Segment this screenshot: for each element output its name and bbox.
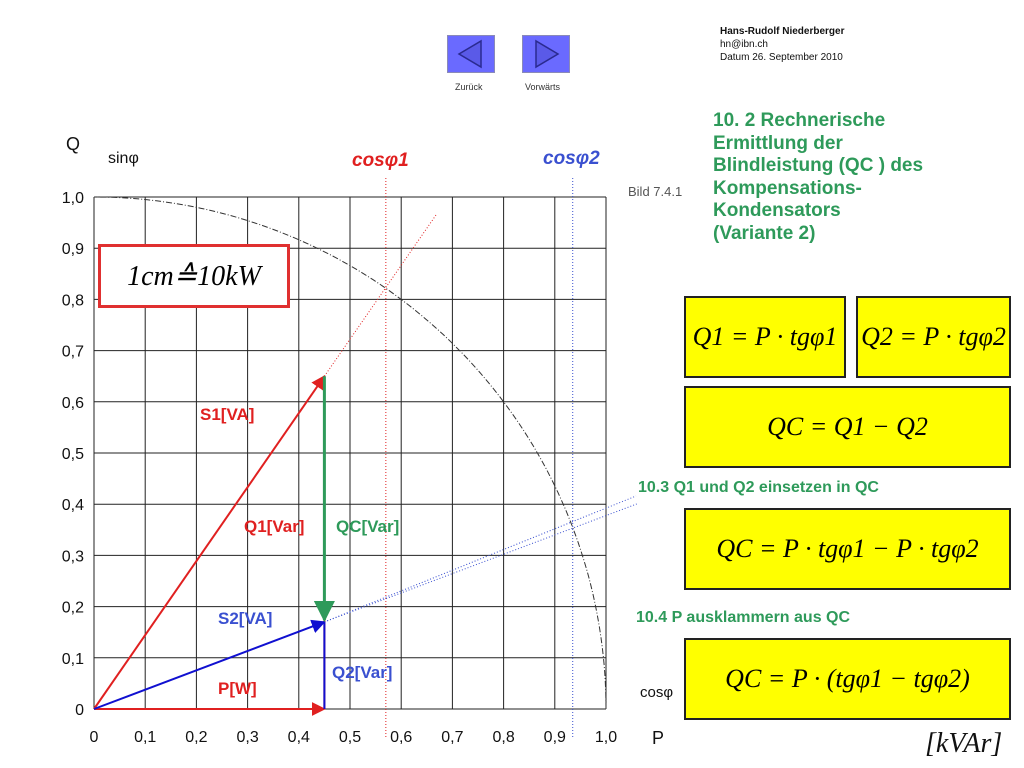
formula-q2: Q2 = P · tgφ2 xyxy=(856,296,1011,378)
vectors xyxy=(93,375,335,716)
x-tick-label: 1,0 xyxy=(595,729,617,746)
back-button[interactable] xyxy=(447,35,495,73)
y-tick-label: 0,3 xyxy=(62,548,84,565)
s1-extension-line xyxy=(323,213,438,377)
heading-line-2: Ermittlung der xyxy=(713,132,843,154)
x-tick-label: 0 xyxy=(90,729,99,746)
triangle-left-icon xyxy=(457,39,482,69)
y-tick-label: 0,8 xyxy=(62,292,84,309)
cos-phi1-label: cosφ1 xyxy=(352,150,409,171)
s2-label: S2[VA] xyxy=(218,609,272,628)
cos-phi2-label: cosφ2 xyxy=(543,148,600,169)
x-tick-label: 0,5 xyxy=(339,729,361,746)
s1-vector xyxy=(93,375,326,710)
y-tick-label: 0,1 xyxy=(62,651,84,668)
author-info: Hans-Rudolf Niederberger hn@ibn.ch Datum… xyxy=(720,25,844,64)
scale-note: 1cm≙10kW xyxy=(98,244,290,308)
step-insert: 10.3 Q1 und Q2 einsetzen in QC xyxy=(638,479,879,496)
x-tick-label: 0,9 xyxy=(544,729,566,746)
triangle-right-icon xyxy=(535,39,560,69)
p-label: P[W] xyxy=(218,679,257,698)
y-tick-label: 0,2 xyxy=(62,600,84,617)
x-tick-label: 0,6 xyxy=(390,729,412,746)
unit-circle-arc xyxy=(93,196,607,710)
step-factor: 10.4 P ausklammern aus QC xyxy=(636,609,851,626)
leader-line xyxy=(324,495,637,623)
x-axis-subtitle: cosφ xyxy=(640,684,673,701)
author-email: hn@ibn.ch xyxy=(720,39,768,50)
x-tick-label: 0,2 xyxy=(185,729,207,746)
back-label[interactable]: Zurück xyxy=(455,82,483,92)
x-tick-label: 0,7 xyxy=(441,729,463,746)
heading-line-4: Kompensations- xyxy=(713,177,862,199)
unit-label: [kVAr] xyxy=(925,728,1003,759)
x-tick-label: 0,8 xyxy=(492,729,514,746)
y-axis-subtitle: sinφ xyxy=(108,150,139,167)
y-tick-label: 0,9 xyxy=(62,241,84,258)
formula-q1: Q1 = P · tgφ1 xyxy=(684,296,846,378)
y-axis-title: Q xyxy=(66,134,80,154)
x-tick-label: 0,3 xyxy=(236,729,258,746)
q2-label: Q2[Var] xyxy=(332,663,392,682)
y-tick-label: 0,4 xyxy=(62,497,84,514)
heading-line-6: (Variante 2) xyxy=(713,222,816,244)
y-tick-label: 0,5 xyxy=(62,446,84,463)
x-tick-label: 0,4 xyxy=(288,729,310,746)
y-tick-label: 0,7 xyxy=(62,344,84,361)
forward-button[interactable] xyxy=(522,35,570,73)
section-heading: 10. 2 Rechnerische Ermittlung der Blindl… xyxy=(713,110,1013,245)
heading-line-3: Blindleistung (QC ) des xyxy=(713,155,924,176)
author-date: Datum 26. September 2010 xyxy=(720,52,843,63)
formula-qc: QC = Q1 − Q2 xyxy=(684,386,1011,468)
s1-label: S1[VA] xyxy=(200,405,254,424)
y-tick-label: 0 xyxy=(75,702,84,719)
x-tick-label: 0,1 xyxy=(134,729,156,746)
y-tick-label: 0,6 xyxy=(62,395,84,412)
formula-qc-factored: QC = P · (tgφ1 − tgφ2) xyxy=(684,638,1011,720)
curves xyxy=(93,178,637,738)
formula-qc-insert: QC = P · tgφ1 − P · tgφ2 xyxy=(684,508,1011,590)
y-tick-label: 1,0 xyxy=(62,190,84,207)
q1-label: Q1[Var] xyxy=(244,517,304,536)
author-name: Hans-Rudolf Niederberger xyxy=(720,26,845,37)
s2-vector xyxy=(93,619,326,710)
heading-line-5: Kondensators xyxy=(713,200,841,221)
figure-label: Bild 7.4.1 xyxy=(628,184,683,199)
forward-label[interactable]: Vorwärts xyxy=(525,82,561,92)
x-axis-title: P xyxy=(652,728,664,748)
tick-labels: 0 0,1 0,2 0,3 0,4 0,5 0,6 0,7 0,8 0,9 1,0 0 0,1 0,2 0,… xyxy=(62,190,617,746)
qc-label: QC[Var] xyxy=(336,517,399,536)
heading-line-1: 10. 2 Rechnerische xyxy=(713,110,886,131)
